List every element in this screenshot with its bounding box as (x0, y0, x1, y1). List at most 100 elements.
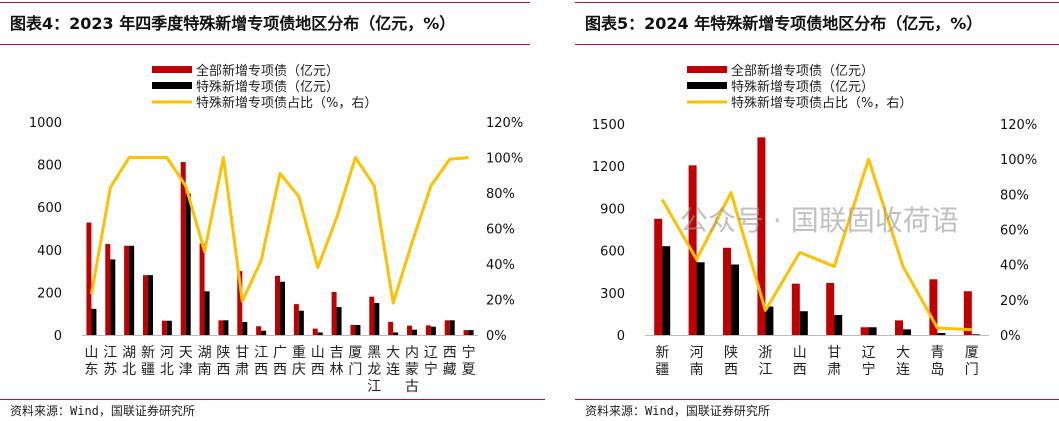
y-right-tick-label: 100% (1000, 153, 1037, 168)
bar-total-湖南 (199, 243, 205, 335)
title-rule (0, 44, 530, 45)
bar-special-重庆 (298, 310, 304, 335)
bar-total-黑龙江 (369, 296, 375, 335)
bar-total-甘肃 (237, 271, 243, 335)
bar-total-厦门 (350, 324, 356, 335)
watermark: 公众号 · 国联固收荷语 (680, 204, 959, 237)
chart-panel-2024: 图表5：2024 年特殊新增专项债地区分布（亿元，%） 全部新增专项债（亿元）特… (575, 0, 1059, 421)
x-tick-label: 黑龙江 (367, 345, 381, 395)
y-right-tick-label: 120% (1000, 118, 1037, 133)
legend-swatch (687, 82, 727, 89)
bar-total-厦门 (963, 291, 972, 335)
source-note: 资料来源：Wind，国联证券研究所 (10, 404, 195, 418)
x-tick-label: 江苏 (103, 345, 117, 378)
bar-special-辽宁 (868, 327, 877, 335)
y-right-tick-label: 0% (486, 329, 507, 344)
bar-total-内蒙古 (407, 325, 412, 335)
x-tick-label: 河北 (160, 345, 174, 378)
chart-title: 图表5：2024 年特殊新增专项债地区分布（亿元，%） (585, 14, 983, 33)
source-rule (0, 399, 545, 400)
y-right-tick-label: 40% (486, 258, 515, 273)
x-tick-label: 辽宁 (424, 345, 438, 378)
bar-total-广西 (275, 275, 280, 335)
bar-special-江西 (261, 330, 267, 335)
x-tick-label: 新疆 (141, 345, 155, 378)
bar-special-大连 (393, 332, 399, 335)
bar-total-天津 (180, 162, 186, 335)
x-tick-label: 内蒙古 (405, 345, 419, 395)
x-tick-label: 厦门 (965, 345, 979, 378)
bar-total-吉林 (331, 291, 337, 335)
chart-panel-2023q4: 图表4：2023 年四季度特殊新增专项债地区分布（亿元，%） 全部新增专项债（亿… (0, 2, 545, 418)
y-right-tick-label: 0% (1000, 329, 1021, 344)
bar-special-河北 (166, 320, 172, 335)
bar-total-湖北 (124, 245, 130, 335)
bar-special-内蒙古 (412, 329, 417, 335)
bar-total-山东 (86, 222, 92, 335)
legend-label: 特殊新增专项债（亿元） (196, 79, 339, 95)
legend-label: 特殊新增专项债占比（%，右） (196, 95, 377, 111)
bar-total-江西 (256, 326, 262, 335)
x-tick-label: 宁夏 (462, 344, 476, 378)
bar-total-山西 (791, 283, 800, 335)
y-right-tick-label: 60% (1000, 224, 1029, 239)
source-rule (575, 399, 1059, 400)
x-tick-label: 天津 (179, 345, 193, 378)
bar-special-西藏 (449, 320, 455, 335)
legend-label: 全部新增专项债（亿元） (196, 63, 339, 79)
bar-total-重庆 (293, 304, 299, 335)
y-left-tick-label: 1200 (592, 160, 625, 175)
source-note: 资料来源：Wind，国联证券研究所 (585, 404, 770, 418)
bar-special-甘肃 (242, 322, 248, 335)
bar-special-宁夏 (468, 330, 474, 335)
bar-special-青岛 (937, 333, 946, 335)
y-left-tick-label: 1000 (29, 116, 62, 131)
bar-total-大连 (895, 320, 903, 335)
bar-special-湖北 (129, 245, 135, 335)
y-right-tick-label: 40% (1000, 259, 1029, 274)
y-left-tick-label: 400 (37, 244, 62, 259)
x-tick-label: 陕西 (216, 345, 230, 378)
y-left-tick-label: 900 (600, 202, 625, 217)
x-tick-label: 湖南 (198, 345, 212, 378)
y-left-tick-label: 0 (617, 329, 625, 344)
ratio-line (89, 156, 469, 305)
ratio-line (660, 157, 972, 332)
bar-special-新疆 (662, 246, 671, 335)
bar-special-河南 (696, 262, 705, 335)
bar-special-辽宁 (430, 326, 436, 335)
legend-label: 全部新增专项债（亿元） (731, 63, 874, 79)
x-tick-label: 厦门 (348, 345, 362, 378)
bar-total-陕西 (723, 247, 731, 335)
x-tick-label: 重庆 (292, 345, 306, 378)
bar-total-甘肃 (826, 282, 835, 335)
bar-total-新疆 (654, 218, 663, 335)
top-rule (0, 2, 530, 3)
bar-special-山东 (91, 308, 97, 335)
x-tick-label: 浙江 (758, 345, 772, 378)
bar-special-山西 (317, 332, 323, 335)
y-left-tick-label: 300 (600, 287, 625, 302)
x-tick-label: 甘肃 (235, 345, 249, 378)
bar-special-甘肃 (834, 315, 843, 335)
bar-total-山西 (312, 328, 318, 335)
y-left-tick-label: 600 (600, 245, 625, 260)
y-right-tick-label: 80% (486, 187, 515, 202)
legend-label: 特殊新增专项债占比（%，右） (731, 95, 912, 111)
bar-special-陕西 (223, 320, 229, 335)
bar-total-大连 (388, 321, 394, 335)
legend-label: 特殊新增专项债（亿元） (731, 79, 874, 95)
bar-special-吉林 (336, 307, 342, 335)
y-left-tick-label: 1500 (592, 118, 625, 133)
bar-special-陕西 (731, 264, 739, 335)
x-tick-label: 吉林 (330, 345, 344, 378)
x-tick-label: 湖北 (122, 345, 136, 378)
x-tick-label: 新疆 (655, 345, 669, 378)
bar-total-西藏 (444, 320, 450, 335)
chart-title: 图表4：2023 年四季度特殊新增专项债地区分布（亿元，%） (10, 14, 456, 33)
legend-swatch (687, 66, 727, 73)
bar-special-大连 (903, 329, 911, 335)
y-right-tick-label: 80% (1000, 188, 1029, 203)
x-tick-label: 青岛 (930, 345, 944, 378)
bar-special-厦门 (971, 334, 980, 335)
